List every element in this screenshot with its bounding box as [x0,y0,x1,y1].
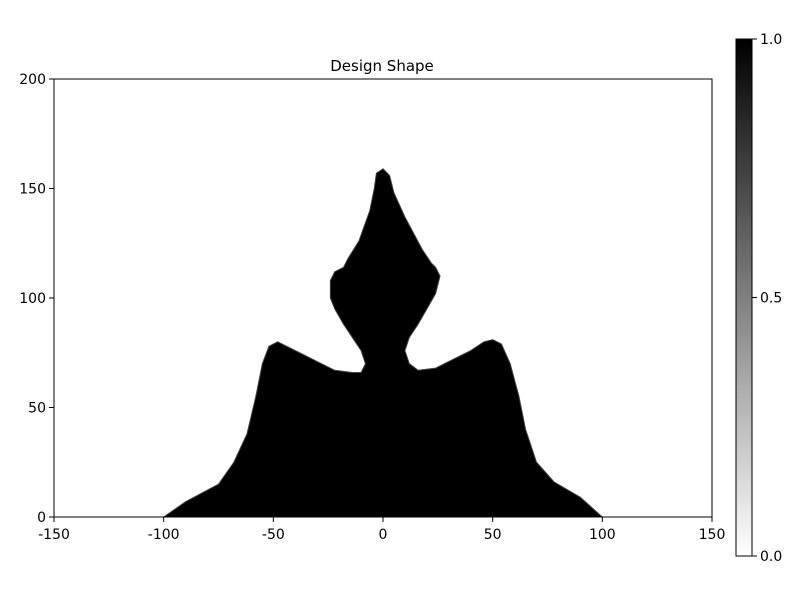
y-tick-label: 100 [19,291,46,307]
x-tick-label: 0 [379,527,388,543]
y-tick-label: 150 [19,182,46,198]
x-tick-label: 100 [589,527,616,543]
y-tick-label: 200 [19,72,46,88]
colorbar-tick-label: 0.5 [760,291,782,307]
x-tick-label: -100 [148,527,180,543]
x-tick-label: -150 [38,527,70,543]
colorbar: 0.0 0.5 1.0 [735,32,782,565]
design-shape [162,168,604,518]
x-tick-label: 50 [484,527,502,543]
y-axis: 0 50 100 150 200 [19,72,54,526]
colorbar-tick-label: 1.0 [760,32,782,48]
colorbar-tick-label: 0.0 [760,549,782,565]
y-tick-label: 50 [28,401,46,417]
colorbar-gradient [735,38,753,557]
x-tick-label: -50 [262,527,285,543]
y-tick-label: 0 [37,510,46,526]
x-tick-label: 150 [699,527,726,543]
x-axis: -150 -100 -50 0 50 100 150 [38,517,725,543]
chart-title: Design Shape [330,57,434,75]
